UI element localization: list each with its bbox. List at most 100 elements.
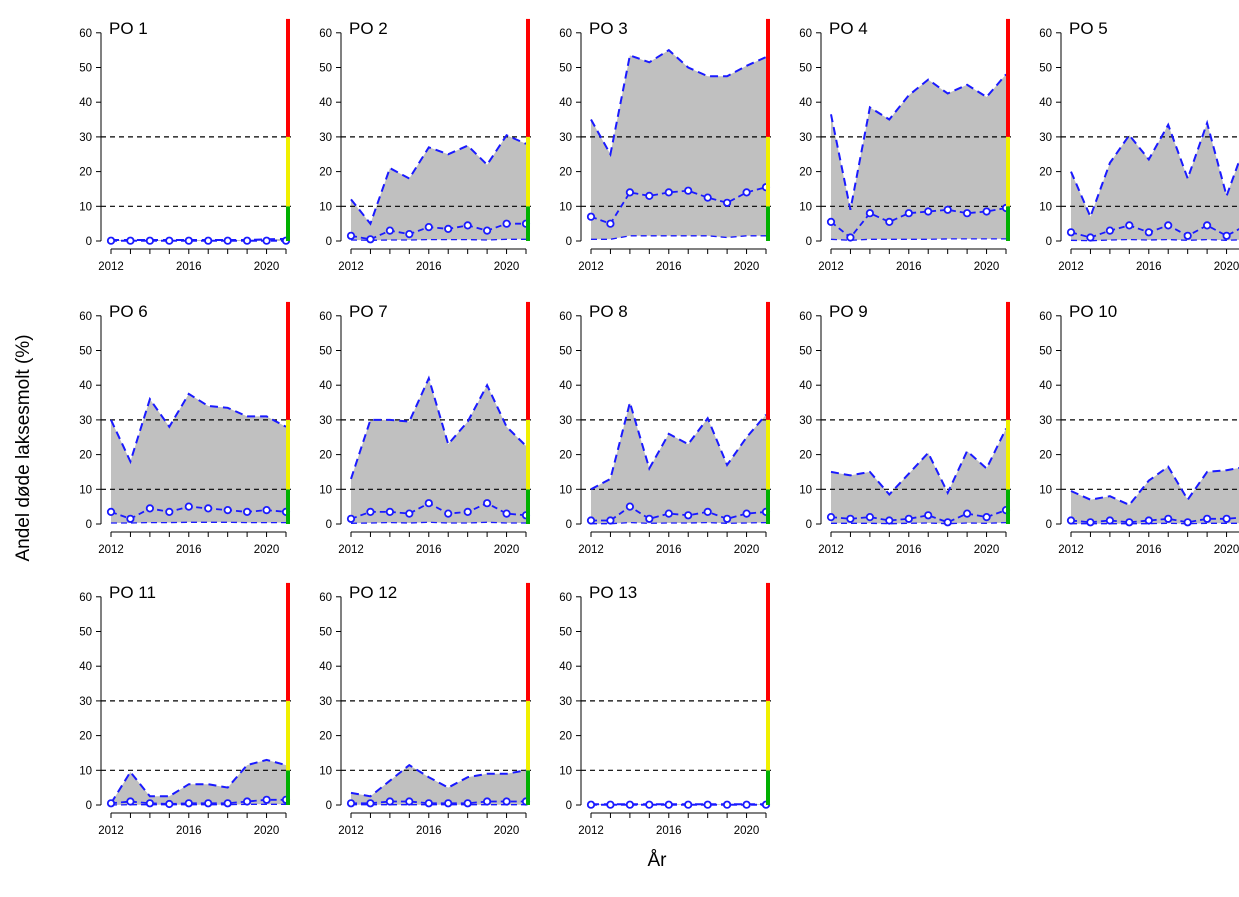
status-bar-segment bbox=[286, 489, 290, 524]
median-point bbox=[1125, 221, 1134, 230]
y-tick-label: 50 bbox=[1039, 63, 1052, 75]
status-bar-segment bbox=[286, 18, 290, 137]
median-point bbox=[444, 224, 453, 233]
x-tick-label: 2012 bbox=[578, 544, 604, 556]
y-tick-label: 0 bbox=[86, 519, 92, 531]
y-tick-label: 0 bbox=[326, 800, 332, 812]
median-point bbox=[223, 799, 232, 808]
x-tick-label: 2020 bbox=[1214, 544, 1239, 556]
median-point bbox=[982, 207, 991, 216]
y-tick-label: 60 bbox=[319, 311, 332, 323]
median-point bbox=[385, 226, 394, 235]
status-bar-segment bbox=[766, 489, 770, 524]
uncertainty-band bbox=[591, 402, 766, 524]
median-point bbox=[482, 797, 492, 806]
y-tick-label: 20 bbox=[559, 167, 572, 179]
median-point bbox=[346, 231, 356, 240]
y-tick-label: 40 bbox=[319, 97, 332, 109]
median-point bbox=[106, 507, 116, 516]
median-point bbox=[1164, 514, 1173, 523]
median-point bbox=[106, 799, 116, 808]
status-bar-segment bbox=[526, 206, 530, 241]
x-tick-label: 2016 bbox=[896, 261, 922, 273]
x-tick-label: 2020 bbox=[974, 261, 1000, 273]
panel-title: PO 9 bbox=[829, 302, 868, 321]
panel-title: PO 10 bbox=[1069, 302, 1117, 321]
median-point bbox=[346, 799, 356, 808]
status-bar-segment bbox=[766, 700, 770, 771]
status-bar-segment bbox=[526, 770, 530, 805]
x-tick-label: 2020 bbox=[734, 825, 760, 837]
upper-bound-line bbox=[110, 758, 287, 804]
y-tick-label: 10 bbox=[559, 765, 572, 777]
y-tick-label: 30 bbox=[319, 132, 332, 144]
median-point bbox=[865, 209, 875, 218]
y-tick-label: 0 bbox=[566, 800, 572, 812]
x-tick-label: 2012 bbox=[818, 544, 844, 556]
y-tick-label: 20 bbox=[799, 167, 812, 179]
panel-title: PO 2 bbox=[349, 19, 388, 38]
median-point bbox=[1203, 514, 1212, 523]
median-point bbox=[645, 191, 654, 200]
x-tick-label: 2020 bbox=[734, 544, 760, 556]
median-point bbox=[463, 507, 472, 516]
y-tick-label: 0 bbox=[566, 519, 572, 531]
y-tick-label: 10 bbox=[559, 484, 572, 496]
y-tick-label: 50 bbox=[559, 346, 572, 358]
median-point bbox=[204, 504, 213, 513]
median-point bbox=[346, 514, 356, 523]
median-point bbox=[223, 236, 232, 245]
status-bar-segment bbox=[766, 301, 770, 420]
y-tick-label: 10 bbox=[559, 201, 572, 213]
median-point bbox=[184, 799, 193, 808]
panel-po-5: 0 10 20 30 40 50 60 2012 2016 2020 PO 5 bbox=[1039, 19, 1239, 273]
status-bar-segment bbox=[526, 136, 530, 207]
y-tick-label: 30 bbox=[79, 696, 92, 708]
median-point bbox=[1105, 226, 1115, 235]
y-tick-label: 20 bbox=[1039, 450, 1052, 462]
median-point bbox=[223, 505, 232, 515]
x-tick-label: 2012 bbox=[338, 825, 364, 837]
median-point bbox=[645, 800, 654, 809]
x-tick-label: 2016 bbox=[176, 261, 202, 273]
median-point bbox=[184, 236, 193, 245]
x-tick-label: 2016 bbox=[896, 544, 922, 556]
y-tick-label: 40 bbox=[79, 97, 92, 109]
median-point bbox=[126, 514, 135, 523]
panel-title: PO 13 bbox=[589, 583, 637, 602]
panel-po-6: 0 10 20 30 40 50 60 2012 2016 2020 PO 6 bbox=[79, 301, 291, 556]
median-point bbox=[366, 799, 375, 808]
median-point bbox=[126, 236, 135, 245]
median-point bbox=[502, 509, 511, 518]
median-point bbox=[502, 797, 511, 806]
median-point bbox=[243, 507, 252, 516]
lower-bound-line bbox=[591, 521, 767, 525]
y-tick-label: 0 bbox=[86, 236, 92, 248]
y-tick-label: 50 bbox=[319, 627, 332, 639]
y-tick-label: 10 bbox=[319, 201, 332, 213]
y-tick-label: 50 bbox=[79, 346, 92, 358]
median-point bbox=[943, 518, 952, 527]
status-bar-segment bbox=[286, 136, 290, 207]
upper-bound-line bbox=[110, 392, 287, 465]
y-tick-label: 60 bbox=[799, 28, 812, 40]
y-tick-label: 20 bbox=[319, 450, 332, 462]
median-point bbox=[1086, 233, 1095, 242]
lower-bound-line bbox=[110, 803, 286, 806]
median-point bbox=[885, 217, 894, 226]
y-tick-label: 20 bbox=[559, 450, 572, 462]
median-point bbox=[1144, 228, 1153, 237]
lower-bound-line bbox=[111, 521, 286, 524]
panel-title: PO 1 bbox=[109, 19, 148, 38]
x-tick-label: 2016 bbox=[1136, 261, 1162, 273]
status-bar-segment bbox=[286, 582, 290, 701]
y-tick-label: 20 bbox=[79, 450, 92, 462]
panel-title: PO 11 bbox=[109, 583, 156, 602]
x-tick-label: 2020 bbox=[1214, 261, 1239, 273]
x-tick-label: 2012 bbox=[338, 544, 364, 556]
y-tick-label: 20 bbox=[319, 167, 332, 179]
y-tick-label: 20 bbox=[79, 731, 92, 743]
median-point bbox=[126, 797, 135, 806]
uncertainty-band bbox=[351, 378, 526, 524]
median-point bbox=[502, 219, 511, 228]
